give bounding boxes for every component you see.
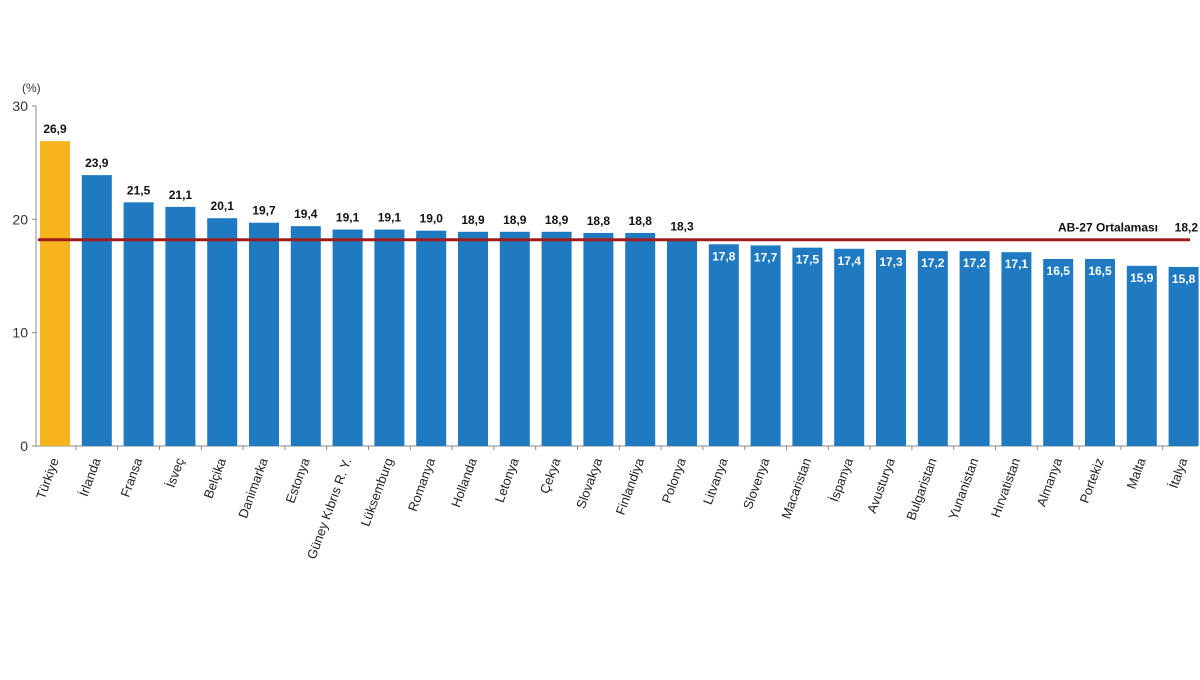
bar [876, 249, 906, 446]
y-tick-label: 10 [12, 325, 28, 341]
data-label: 19,1 [336, 211, 360, 225]
bar [625, 232, 656, 446]
data-label: 18,9 [545, 213, 569, 227]
data-label: 15,9 [1130, 271, 1154, 285]
data-label: 16,5 [1047, 264, 1071, 278]
x-tick-label: İspanya [826, 455, 856, 504]
x-tick-label: Estonya [282, 455, 312, 505]
bar [1126, 265, 1157, 446]
data-label: 17,7 [754, 250, 778, 264]
x-tick-label: Hırvatistan [988, 456, 1023, 520]
data-label: 19,0 [420, 212, 444, 226]
bar [374, 229, 405, 446]
x-tick-label: Litvanya [700, 455, 731, 506]
data-label: 26,9 [43, 122, 67, 136]
bar [81, 175, 112, 446]
data-label: 18,3 [670, 220, 694, 234]
bar [40, 141, 70, 446]
x-tick-label: Güney Kıbrıs R. Y. [304, 456, 355, 561]
y-tick-label: 0 [20, 438, 28, 454]
x-tick-label: Portekiz [1077, 456, 1107, 505]
x-tick-label: Finlandiya [613, 455, 648, 517]
bar [750, 245, 781, 446]
bar [917, 251, 948, 446]
x-tick-label: Çekya [537, 455, 564, 495]
bar [1085, 259, 1115, 446]
data-label: 19,1 [378, 211, 402, 225]
bar [290, 226, 321, 446]
data-label: 21,5 [127, 183, 151, 197]
bar [123, 202, 154, 446]
data-label: 17,2 [921, 256, 945, 270]
x-tick-label: Romanya [405, 455, 438, 513]
data-label: 18,9 [503, 213, 527, 227]
bar [207, 218, 238, 446]
reference-line-value: 18,2 [1175, 221, 1199, 235]
x-tick-label: Hollanda [448, 455, 480, 509]
data-label: 17,5 [796, 253, 820, 267]
bar [249, 222, 279, 446]
bar [959, 251, 990, 446]
bar [792, 247, 823, 446]
data-label: 18,9 [461, 213, 485, 227]
data-label: 16,5 [1088, 264, 1112, 278]
x-tick-label: Macaristan [778, 456, 814, 521]
x-tick-label: Slovakya [573, 455, 605, 510]
x-tick-label: Slovenya [740, 455, 773, 511]
data-label: 17,2 [963, 256, 987, 270]
x-tick-label: Lüksemburg [358, 456, 397, 528]
bar [1043, 259, 1074, 446]
bar [1168, 266, 1199, 446]
data-label: 18,8 [587, 214, 611, 228]
x-tick-label: İsveç [163, 455, 188, 489]
x-tick-label: Bulgaristan [903, 456, 939, 522]
bar [583, 232, 614, 446]
y-tick-label: 20 [12, 211, 28, 227]
bar [667, 238, 697, 446]
data-label: 19,4 [294, 207, 318, 221]
data-label: 18,8 [629, 214, 653, 228]
bar [332, 229, 363, 446]
data-label: 17,1 [1005, 257, 1029, 271]
bar [165, 206, 196, 446]
x-tick-label: Almanya [1034, 455, 1066, 508]
x-tick-label: Polonya [659, 455, 689, 505]
data-label: 17,3 [879, 255, 903, 269]
x-tick-label: Yunanistan [945, 456, 981, 522]
x-tick-label: Letonya [492, 455, 522, 504]
x-tick-label: Danimarka [235, 455, 271, 520]
data-label: 15,8 [1172, 272, 1196, 286]
x-tick-label: İtalya [1166, 455, 1191, 490]
x-tick-label: Fransa [117, 455, 145, 499]
data-label: 21,1 [169, 188, 193, 202]
x-tick-label: İrlanda [76, 455, 104, 498]
y-axis-unit-label: (%) [22, 81, 41, 95]
x-tick-label: Türkiye [33, 456, 62, 501]
bar [834, 248, 865, 446]
bar [1001, 252, 1032, 446]
x-tick-label: Belçika [201, 455, 230, 500]
bar [458, 231, 488, 446]
data-label: 17,8 [712, 249, 736, 263]
data-label: 19,7 [252, 204, 276, 218]
x-tick-label: Malta [1124, 455, 1149, 491]
bar [708, 244, 739, 446]
y-tick-label: 30 [12, 98, 28, 114]
data-label: 20,1 [211, 199, 235, 213]
data-label: 23,9 [85, 156, 109, 170]
data-label: 17,4 [838, 254, 862, 268]
bar [416, 230, 447, 446]
bar [541, 231, 572, 446]
x-tick-label: Avusturya [864, 455, 898, 515]
reference-line-label: AB-27 Ortalaması [1058, 221, 1158, 235]
bar [499, 231, 530, 446]
